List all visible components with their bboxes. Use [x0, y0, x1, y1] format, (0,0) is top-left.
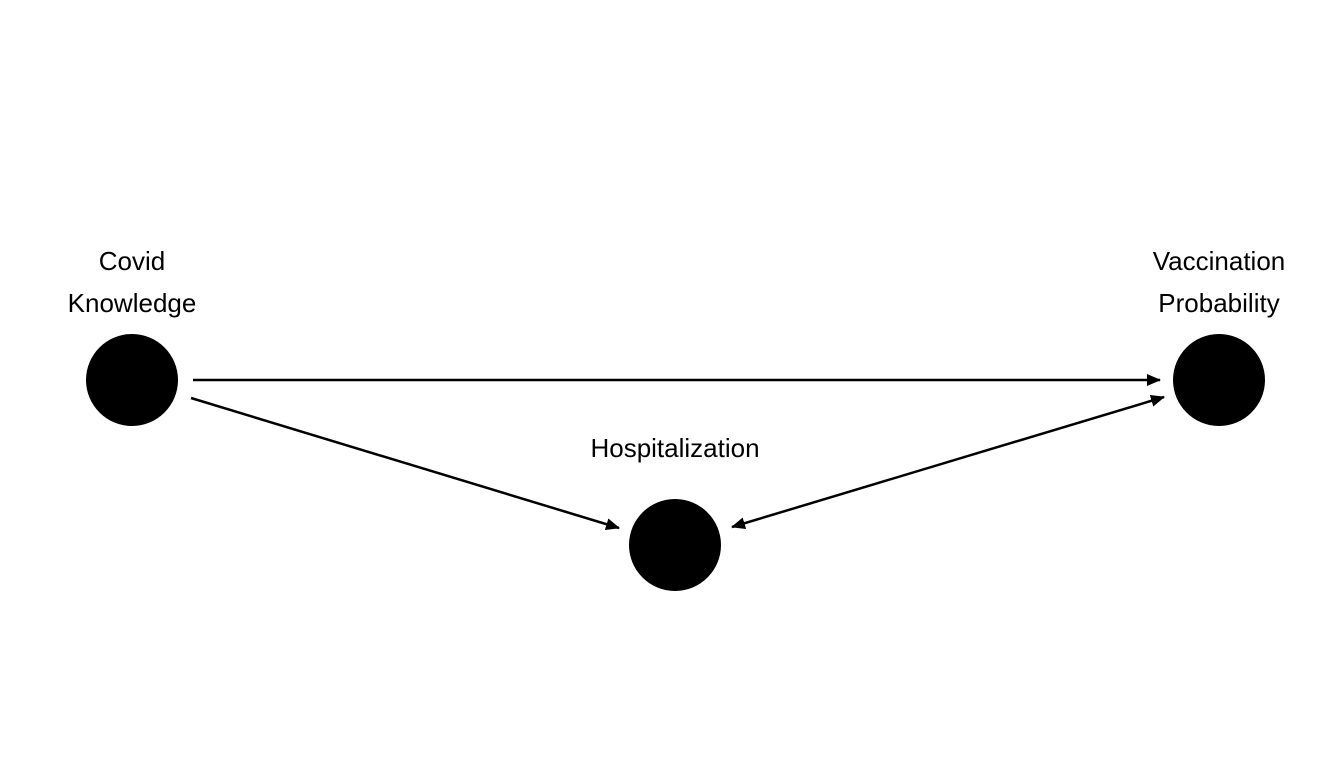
label-covid-knowledge-line1: Covid — [99, 246, 165, 276]
label-covid-knowledge-line2: Knowledge — [68, 288, 197, 318]
node-vaccination-probability — [1173, 334, 1265, 426]
label-hospitalization: Hospitalization — [590, 433, 759, 463]
edge-covid-to-hospitalization — [190, 396, 620, 530]
node-hospitalization — [629, 499, 721, 591]
label-vaccination-probability-line1: Vaccination — [1153, 246, 1286, 276]
label-vaccination-probability-line2: Probability — [1158, 288, 1279, 318]
edge-hospitalization-vaccination — [731, 395, 1165, 529]
node-covid-knowledge — [86, 334, 178, 426]
